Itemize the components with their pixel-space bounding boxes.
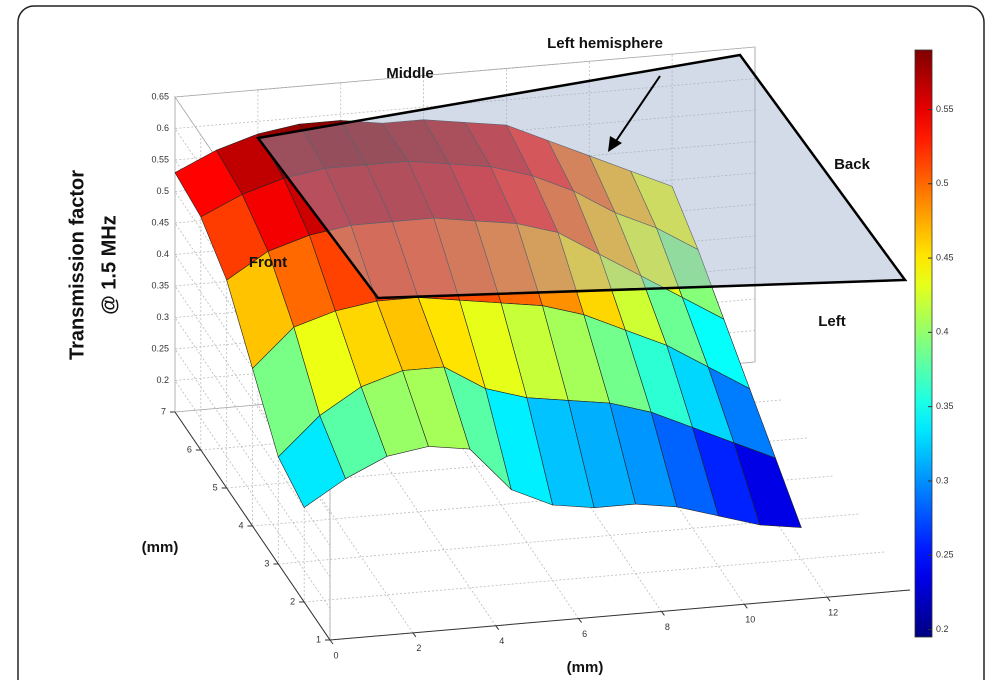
plot-area: 0.2 0.25 0.3 0.35 0.4 0.45 0.5 0.55 0.6 0.65 0 2 4 6 8… — [151, 46, 911, 660]
y-tick-label: 4 — [238, 520, 243, 530]
z-tick-label: 0.5 — [156, 186, 169, 196]
z-tick-label: 0.4 — [156, 249, 169, 259]
colorbar-tick-label: 0.3 — [936, 475, 949, 485]
colorbar — [914, 49, 933, 638]
y-axis-label: (mm) — [142, 539, 179, 556]
grid-line — [200, 135, 781, 451]
plane — [255, 53, 908, 300]
x-tick-label: 4 — [499, 636, 504, 646]
x-tick-label: 10 — [745, 615, 755, 625]
colorbar-tick-label: 0.25 — [936, 550, 954, 560]
x-tick — [661, 611, 665, 616]
x-tick — [743, 603, 748, 609]
colorbar-tick-label: 0.35 — [936, 401, 954, 411]
x-tick-label: 12 — [828, 608, 838, 618]
annotation: Front — [249, 254, 287, 271]
colorbar-tick-label: 0.55 — [936, 104, 954, 114]
z-tick-label: 0.6 — [156, 123, 169, 133]
arrow — [613, 75, 661, 145]
z-axis-label: Transmission factor — [66, 170, 88, 360]
y-tick-label: 6 — [187, 444, 192, 454]
z-tick-label: 0.3 — [156, 312, 169, 322]
surface-cell — [733, 442, 802, 528]
x-tick — [826, 596, 831, 602]
z-axis-label: @ 1.5 MHz — [98, 215, 120, 315]
z-tick-label: 0.25 — [151, 343, 169, 353]
x-tick-label: 0 — [333, 650, 338, 660]
overlay: Left hemisphere Middle Front Back Left (… — [66, 35, 953, 676]
annotation: Left hemisphere — [547, 35, 663, 52]
z-tick-label: 0.2 — [156, 375, 169, 385]
z-tick-label: 0.55 — [151, 154, 169, 164]
y-tick-label: 1 — [316, 634, 321, 644]
x-tick — [329, 639, 334, 645]
arrow-head — [608, 136, 622, 152]
x-axis-label: (mm) — [567, 659, 604, 676]
z-tick-label: 0.45 — [151, 217, 169, 227]
x-tick-label: 2 — [416, 643, 421, 653]
annotation: Back — [834, 156, 871, 173]
x-tick-label: 6 — [582, 629, 587, 639]
grid-line — [671, 54, 828, 598]
axis-line — [174, 411, 911, 641]
z-tick-label: 0.65 — [151, 91, 169, 101]
x-tick — [578, 618, 582, 623]
colorbar-tick-label: 0.5 — [936, 178, 949, 188]
annotation: Middle — [386, 65, 434, 82]
colorbar-tick-label: 0.45 — [936, 252, 954, 262]
colorbar-tick-label: 0.4 — [936, 327, 949, 337]
y-tick-label: 3 — [264, 558, 269, 568]
z-tick-label: 0.35 — [151, 280, 169, 290]
y-tick-label: 2 — [290, 596, 295, 606]
y-tick-label: 7 — [161, 406, 166, 416]
colorbar-tick-label: 0.2 — [936, 624, 949, 634]
grid-line — [174, 97, 756, 413]
x-tick-label: 8 — [665, 622, 670, 632]
x-tick — [412, 632, 417, 638]
annotation: Left — [818, 313, 846, 330]
y-tick-label: 5 — [213, 482, 218, 492]
x-tick — [495, 625, 500, 631]
